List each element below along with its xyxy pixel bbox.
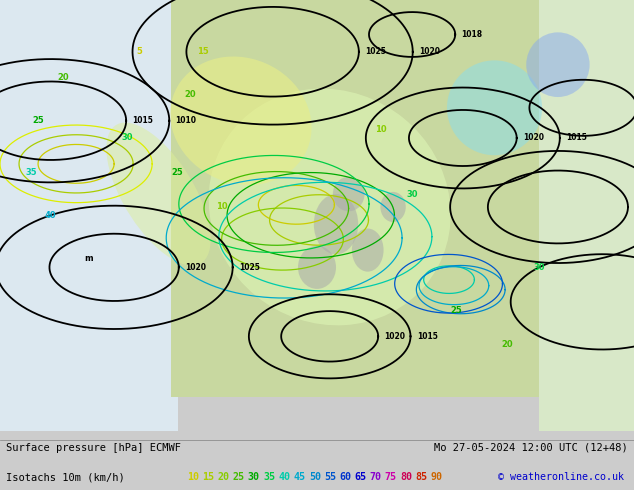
Text: 1020: 1020 xyxy=(185,263,206,272)
Text: 40: 40 xyxy=(278,472,290,482)
Ellipse shape xyxy=(171,56,311,185)
Text: 5: 5 xyxy=(136,47,143,56)
Text: 25: 25 xyxy=(32,116,44,125)
Text: 50: 50 xyxy=(309,472,321,482)
Text: 10: 10 xyxy=(216,202,228,212)
Text: 15: 15 xyxy=(202,472,214,482)
Text: © weatheronline.co.uk: © weatheronline.co.uk xyxy=(498,472,624,482)
Text: 70: 70 xyxy=(370,472,382,482)
Text: 1018: 1018 xyxy=(462,30,482,39)
Text: 45: 45 xyxy=(294,472,306,482)
Text: 30: 30 xyxy=(406,190,418,198)
Text: 1010: 1010 xyxy=(176,116,197,125)
Text: 20: 20 xyxy=(184,90,196,99)
Ellipse shape xyxy=(107,122,210,266)
FancyBboxPatch shape xyxy=(539,0,634,431)
Text: 10: 10 xyxy=(187,472,199,482)
Text: 90: 90 xyxy=(430,472,443,482)
Ellipse shape xyxy=(209,89,451,325)
Text: 1020: 1020 xyxy=(419,47,440,56)
Ellipse shape xyxy=(333,177,365,211)
Text: m: m xyxy=(84,254,93,263)
Text: 25: 25 xyxy=(172,168,183,177)
Ellipse shape xyxy=(380,192,406,222)
Text: 30: 30 xyxy=(121,133,133,143)
FancyBboxPatch shape xyxy=(171,0,539,397)
Text: 20: 20 xyxy=(501,341,513,349)
Text: 35: 35 xyxy=(263,472,275,482)
Text: 1015: 1015 xyxy=(566,133,587,143)
Text: Isotachs 10m (km/h): Isotachs 10m (km/h) xyxy=(6,472,125,482)
Text: 20: 20 xyxy=(58,73,69,82)
Ellipse shape xyxy=(298,246,336,289)
Text: 1020: 1020 xyxy=(523,133,544,143)
Text: 55: 55 xyxy=(324,472,336,482)
Text: 1015: 1015 xyxy=(133,116,153,125)
Text: Mo 27-05-2024 12:00 UTC (12+48): Mo 27-05-2024 12:00 UTC (12+48) xyxy=(434,442,628,453)
Text: 35: 35 xyxy=(26,168,37,177)
Text: 1020: 1020 xyxy=(384,332,406,341)
Text: 40: 40 xyxy=(45,211,56,220)
Text: 20: 20 xyxy=(217,472,230,482)
Text: 10: 10 xyxy=(375,125,386,134)
FancyBboxPatch shape xyxy=(0,0,178,431)
Text: 85: 85 xyxy=(415,472,427,482)
Text: 1015: 1015 xyxy=(417,332,437,341)
Text: 65: 65 xyxy=(354,472,366,482)
Text: 1025: 1025 xyxy=(365,47,386,56)
Ellipse shape xyxy=(314,194,358,254)
Text: 25: 25 xyxy=(451,306,462,315)
Text: 30: 30 xyxy=(248,472,260,482)
Text: 60: 60 xyxy=(339,472,351,482)
Ellipse shape xyxy=(447,60,542,155)
Text: 30: 30 xyxy=(533,263,545,272)
Text: 25: 25 xyxy=(233,472,245,482)
Text: Surface pressure [hPa] ECMWF: Surface pressure [hPa] ECMWF xyxy=(6,442,181,453)
Ellipse shape xyxy=(352,228,384,271)
Text: 80: 80 xyxy=(400,472,412,482)
Text: 15: 15 xyxy=(197,47,209,56)
Text: 1025: 1025 xyxy=(239,263,260,272)
Ellipse shape xyxy=(526,32,590,97)
Text: 75: 75 xyxy=(385,472,397,482)
